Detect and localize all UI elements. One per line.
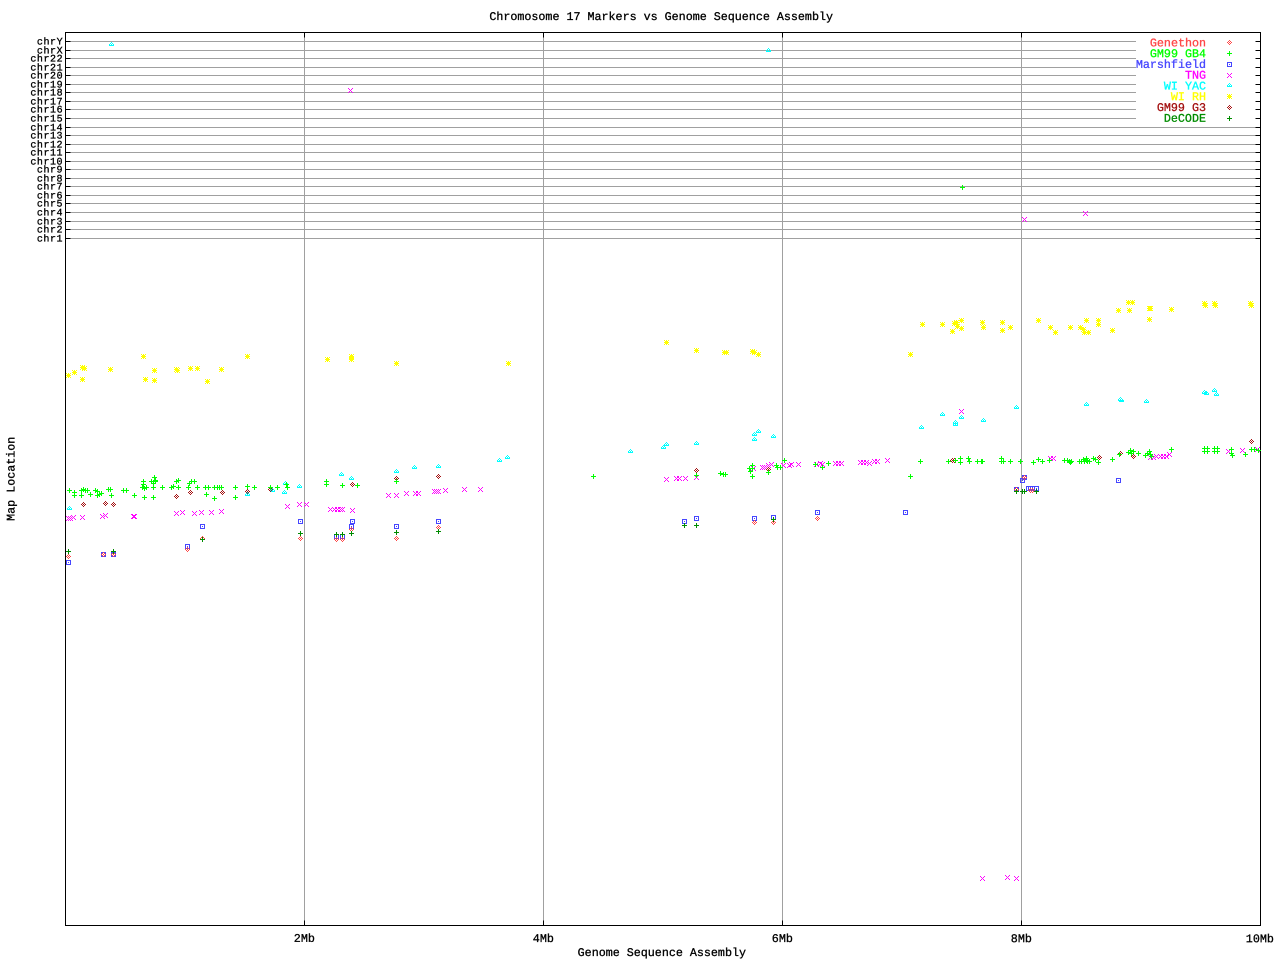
svg-text:chr16: chr16 (30, 104, 63, 116)
svg-text:chr5: chr5 (37, 198, 63, 210)
svg-text:chrX: chrX (37, 45, 63, 57)
svg-text:chrY: chrY (37, 36, 63, 48)
svg-text:chr10: chr10 (30, 156, 63, 168)
svg-text:8Mb: 8Mb (1011, 932, 1032, 946)
svg-text:Genome Sequence Assembly: Genome Sequence Assembly (578, 946, 746, 960)
svg-text:chr1: chr1 (37, 233, 63, 245)
svg-text:chr7: chr7 (37, 181, 63, 193)
svg-text:chr15: chr15 (30, 113, 63, 125)
svg-text:Marshfield: Marshfield (1136, 58, 1206, 72)
svg-text:Chromosome 17 Markers vs Genom: Chromosome 17 Markers vs Genome Sequence… (489, 10, 833, 24)
svg-text:6Mb: 6Mb (772, 932, 793, 946)
svg-text:chr3: chr3 (37, 216, 63, 228)
svg-text:2Mb: 2Mb (294, 932, 315, 946)
svg-text:Map Location: Map Location (4, 437, 18, 521)
svg-text:chr4: chr4 (37, 207, 63, 219)
svg-text:chr19: chr19 (30, 79, 63, 91)
svg-text:chr2: chr2 (37, 224, 63, 236)
svg-text:GM99 GB4: GM99 GB4 (1150, 47, 1206, 61)
svg-text:TNG: TNG (1185, 69, 1206, 83)
svg-text:4Mb: 4Mb (533, 932, 554, 946)
svg-text:chr12: chr12 (30, 139, 63, 151)
svg-text:DeCODE: DeCODE (1164, 112, 1206, 126)
svg-text:10Mb: 10Mb (1246, 932, 1274, 946)
svg-text:chr18: chr18 (30, 87, 63, 99)
svg-text:chr8: chr8 (37, 173, 63, 185)
svg-text:WI RH: WI RH (1171, 90, 1206, 104)
svg-text:chr17: chr17 (30, 96, 63, 108)
svg-text:chr6: chr6 (37, 190, 63, 202)
svg-text:GM99 G3: GM99 G3 (1157, 101, 1206, 115)
svg-text:chr11: chr11 (30, 147, 63, 159)
svg-text:chr21: chr21 (30, 62, 63, 74)
svg-text:Genethon: Genethon (1150, 36, 1206, 50)
svg-text:chr22: chr22 (30, 53, 63, 65)
svg-text:chr9: chr9 (37, 164, 63, 176)
svg-text:chr13: chr13 (30, 130, 63, 142)
svg-text:chr14: chr14 (30, 122, 63, 134)
svg-text:chr20: chr20 (30, 70, 63, 82)
svg-text:WI YAC: WI YAC (1164, 79, 1206, 93)
